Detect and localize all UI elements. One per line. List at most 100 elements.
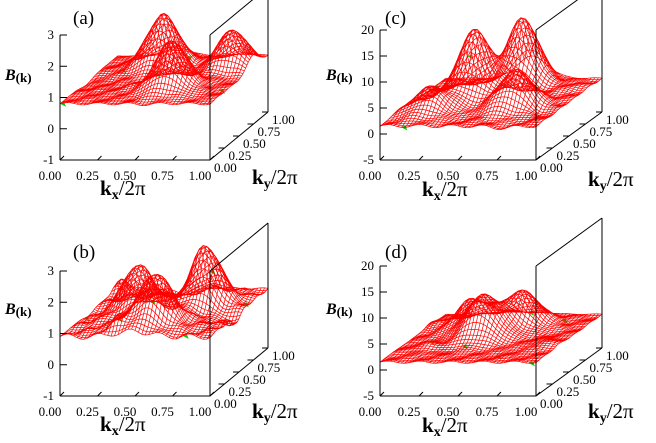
x-tick-mark (535, 391, 541, 397)
y-tick-label: 0.25 (557, 148, 580, 163)
z-axis-label: B(k) (4, 301, 32, 319)
z-tick-label: 20 (361, 258, 374, 273)
x-axis-label: kx/2π (100, 176, 146, 203)
y-tick-label: 0.75 (258, 124, 281, 139)
x-tick-label: 0.75 (151, 168, 174, 183)
y-tick-label: 0.00 (214, 396, 237, 411)
z-tick-label: 0 (48, 121, 55, 136)
x-tick-label: 0.00 (39, 168, 62, 183)
surface-mesh-lines-y (379, 289, 603, 364)
y-tick-label: 0.00 (540, 396, 563, 411)
x-tick-label: 0.25 (398, 168, 421, 183)
y-tick-label: 0.75 (258, 360, 281, 375)
x-tick-label: 0.25 (76, 168, 99, 183)
surface-mesh (379, 289, 603, 367)
x-tick-label: 0.75 (476, 168, 499, 183)
z-tick-label: 15 (361, 284, 374, 299)
y-tick-label: 0.50 (243, 372, 266, 387)
y-tick-label: 1.00 (272, 348, 295, 363)
z-tick-label: 10 (361, 74, 374, 89)
z-tick-label: 3 (48, 263, 55, 278)
z-tick-label: 10 (361, 310, 374, 325)
x-tick-mark (134, 155, 140, 161)
z-tick-label: 0 (48, 357, 55, 372)
y-tick-label: 0.00 (214, 160, 237, 175)
y-tick-label: 0.50 (243, 136, 266, 151)
surface-mesh-lines-y (59, 244, 269, 340)
z-axis-label: B(k) (4, 67, 32, 85)
y-tick-label: 0.25 (229, 384, 252, 399)
x-tick-label: 1.00 (189, 168, 212, 183)
x-axis-label: kx/2π (422, 413, 468, 440)
z-tick-label: 1 (48, 326, 55, 341)
z-axis-label: B(k) (325, 67, 353, 85)
x-tick-mark (97, 155, 102, 161)
z-tick-label: 2 (48, 58, 55, 73)
x-tick-mark (59, 391, 65, 397)
y-tick-label: 1.00 (606, 348, 629, 363)
x-tick-label: 0.50 (114, 404, 137, 419)
x-tick-mark (457, 391, 463, 397)
y-tick-label: 0.00 (540, 160, 563, 175)
x-tick-label: 0.00 (39, 404, 62, 419)
box-edge-top-right (209, 0, 254, 36)
panel-label: (b) (73, 242, 95, 263)
x-tick-label: 0.25 (398, 404, 421, 419)
z-tick-label: 15 (361, 48, 374, 63)
panel-label: (c) (385, 8, 406, 29)
x-tick-label: 1.00 (515, 168, 538, 183)
x-tick-label: 1.00 (189, 404, 212, 419)
x-tick-mark (134, 391, 140, 397)
surface-mesh (379, 17, 603, 131)
surface-mesh-lines-y (379, 17, 603, 130)
x-axis-label: kx/2π (100, 412, 146, 439)
z-tick-label: 1 (48, 90, 55, 105)
x-tick-label: 0.75 (476, 404, 499, 419)
y-axis-label: ky/2π (588, 399, 634, 426)
x-tick-label: 0.50 (437, 404, 460, 419)
x-tick-label: 0.25 (76, 404, 99, 419)
x-tick-label: 0.50 (114, 168, 137, 183)
x-tick-mark (209, 155, 215, 161)
x-axis-label: kx/2π (422, 177, 468, 204)
y-tick-label: 0.25 (557, 384, 580, 399)
y-axis-label: ky/2π (252, 399, 298, 426)
z-tick-label: -1 (43, 388, 54, 403)
x-tick-mark (418, 391, 424, 397)
box-edge-top-right (535, 217, 603, 267)
x-tick-label: 0.75 (151, 404, 174, 419)
box-edge-top-right (535, 0, 579, 31)
y-tick-label: 1.00 (606, 112, 629, 127)
x-tick-label: 0.00 (359, 404, 382, 419)
y-tick-label: 0.25 (229, 148, 252, 163)
x-tick-mark (418, 155, 424, 161)
y-tick-label: 0.50 (573, 136, 596, 151)
surface-underside (428, 310, 568, 367)
z-tick-label: 0 (368, 362, 375, 377)
x-tick-mark (379, 391, 385, 397)
surface-mesh (59, 12, 269, 107)
y-axis-label: ky/2π (252, 165, 298, 192)
x-tick-mark (535, 155, 541, 161)
x-tick-mark (172, 391, 177, 397)
z-tick-label: 2 (48, 294, 55, 309)
panel-label: (a) (73, 8, 94, 29)
x-tick-mark (59, 155, 65, 161)
x-tick-mark (457, 155, 463, 161)
y-tick-label: 0.75 (590, 124, 613, 139)
z-tick-label: -1 (43, 152, 54, 167)
z-tick-label: -5 (363, 152, 374, 167)
z-tick-label: -5 (363, 388, 374, 403)
y-tick-label: 1.00 (272, 112, 295, 127)
z-axis-label: B(k) (325, 301, 353, 319)
x-tick-mark (209, 391, 215, 397)
z-tick-label: 3 (48, 27, 55, 42)
